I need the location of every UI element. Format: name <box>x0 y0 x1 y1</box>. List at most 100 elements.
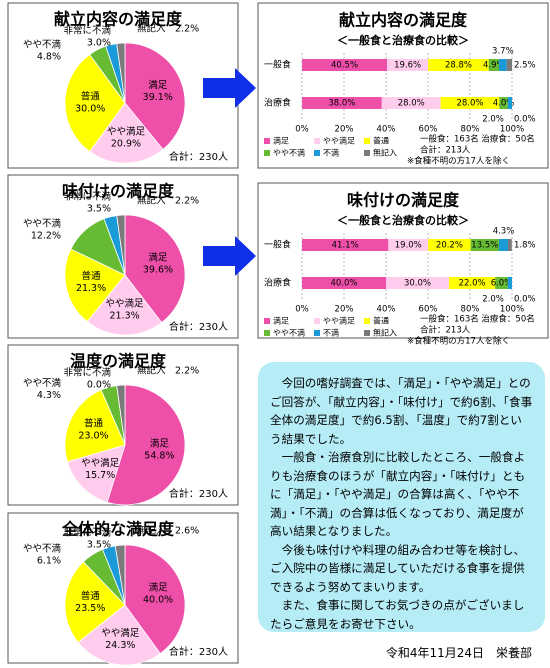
x-tick-label: 0% <box>295 305 309 315</box>
value-label: 13.5% <box>471 241 498 251</box>
pie-slice <box>64 248 126 323</box>
legend-swatch <box>314 150 320 156</box>
category-label: 非常に不満 <box>63 25 111 37</box>
x-tick-label: 80% <box>461 305 480 315</box>
value-label: 12.2% <box>31 230 61 241</box>
value-label: 2.2% <box>175 24 199 35</box>
value-label: 23.5% <box>75 603 105 614</box>
category-label: 普通 <box>84 418 104 430</box>
bar-segment <box>387 59 429 71</box>
x-tick-label: 100% <box>500 125 524 135</box>
x-tick-label: 80% <box>461 125 480 135</box>
row-label: 治療食 <box>264 277 291 289</box>
value-label: 28.0% <box>398 99 425 109</box>
legend-label: 普通 <box>373 136 389 146</box>
pie-slice <box>64 53 126 153</box>
pie-slice <box>124 214 186 324</box>
value-label: 41.1% <box>332 241 359 251</box>
note: 合計：230人 <box>169 150 228 163</box>
value-label: 15.7% <box>85 470 115 481</box>
bar-segment <box>428 59 489 71</box>
pie-slice <box>116 214 126 276</box>
category-label: 非常に不満 <box>63 191 111 203</box>
value-label: 20.9% <box>111 138 141 149</box>
legend-label: やや不満 <box>273 149 305 158</box>
paragraph: 今後も味付けや料理の組み合わせ等を検討し、ご入院中の皆様に満足していただける食事… <box>270 542 526 594</box>
value-label: 4.9% <box>483 61 505 71</box>
legend-label: やや満足 <box>323 317 355 326</box>
bar-segment <box>449 277 496 289</box>
value-label: 0.0% <box>514 295 536 305</box>
value-label: 3.0% <box>87 38 111 49</box>
chart-title: 全体的な満足度 <box>61 520 175 539</box>
value-label: 23.0% <box>78 431 108 442</box>
bar-segment <box>498 239 509 251</box>
value-label: 19.6% <box>394 61 421 71</box>
legend-swatch <box>314 138 320 144</box>
pie-slice <box>86 274 163 336</box>
legend-swatch <box>314 330 320 336</box>
category-label: やや満足 <box>101 628 140 639</box>
bar-segment <box>507 277 512 289</box>
note: 合計：230人 <box>169 320 228 333</box>
footer: 令和4年11月24日 栄養部 <box>385 646 532 660</box>
value-label: 54.8% <box>144 451 174 462</box>
pie-slice <box>124 42 186 151</box>
chart-title: 味付けの満足度 <box>347 191 460 210</box>
value-label: 19.0% <box>395 241 422 251</box>
bar-segment <box>302 97 382 109</box>
note: ※食種不明の方17人を除く <box>407 336 510 347</box>
pie-slice <box>64 389 126 463</box>
note: 一般食：163名 治療食：50名 <box>420 314 535 325</box>
legend-label: やや満足 <box>323 137 355 146</box>
legend-label: 無記入 <box>373 328 397 338</box>
bar-segment <box>302 239 389 251</box>
value-label: 24.3% <box>105 640 135 651</box>
legend-swatch <box>364 330 370 336</box>
legend-swatch <box>264 330 270 336</box>
x-tick-label: 100% <box>500 305 524 315</box>
chart-subtitle: ＜一般食と治療食の比較＞ <box>337 33 469 47</box>
panel <box>257 182 549 339</box>
value-label: 40.0% <box>330 279 357 289</box>
value-label: 4.3% <box>37 390 61 401</box>
x-tick-label: 60% <box>419 305 438 315</box>
pie-slice <box>114 544 126 606</box>
category-label: 無記入 <box>137 365 166 377</box>
x-tick-label: 60% <box>419 125 438 135</box>
value-label: 30.0% <box>404 279 431 289</box>
legend-label: 普通 <box>373 316 389 326</box>
value-label: 22.0% <box>459 279 486 289</box>
legend-label: 満足 <box>273 137 289 146</box>
legend-label: 満足 <box>273 317 289 326</box>
value-label: 1.8% <box>514 241 536 251</box>
bar-segment <box>388 239 429 251</box>
category-label: やや不満 <box>23 544 62 555</box>
pie-slice <box>116 384 126 446</box>
legend-swatch <box>364 318 370 324</box>
category-label: 非常に不満 <box>63 527 111 539</box>
category-label: やや不満 <box>23 40 62 51</box>
bar-segment <box>488 59 499 71</box>
value-label: 3.5% <box>87 540 111 551</box>
bar-segment <box>440 97 500 109</box>
value-label: 2.6% <box>175 526 199 537</box>
panel <box>257 2 549 169</box>
x-tick-label: 0% <box>295 125 309 135</box>
category-label: 満足 <box>148 80 168 91</box>
legend-swatch <box>364 138 370 144</box>
bar-segment <box>386 277 449 289</box>
pie-slice <box>66 444 126 503</box>
value-label: 2.0% <box>482 115 504 125</box>
bar-segment <box>428 239 471 251</box>
pie-slice <box>64 561 126 643</box>
value-label: 4.8% <box>37 52 61 63</box>
category-label: 無記入 <box>137 525 166 537</box>
row-label: 一般食 <box>264 239 291 251</box>
x-tick-label: 20% <box>335 305 354 315</box>
value-label: 28.0% <box>456 99 483 109</box>
category-label: 非常に不満 <box>63 367 111 379</box>
arrow <box>203 68 256 108</box>
value-label: 28.8% <box>445 61 472 71</box>
